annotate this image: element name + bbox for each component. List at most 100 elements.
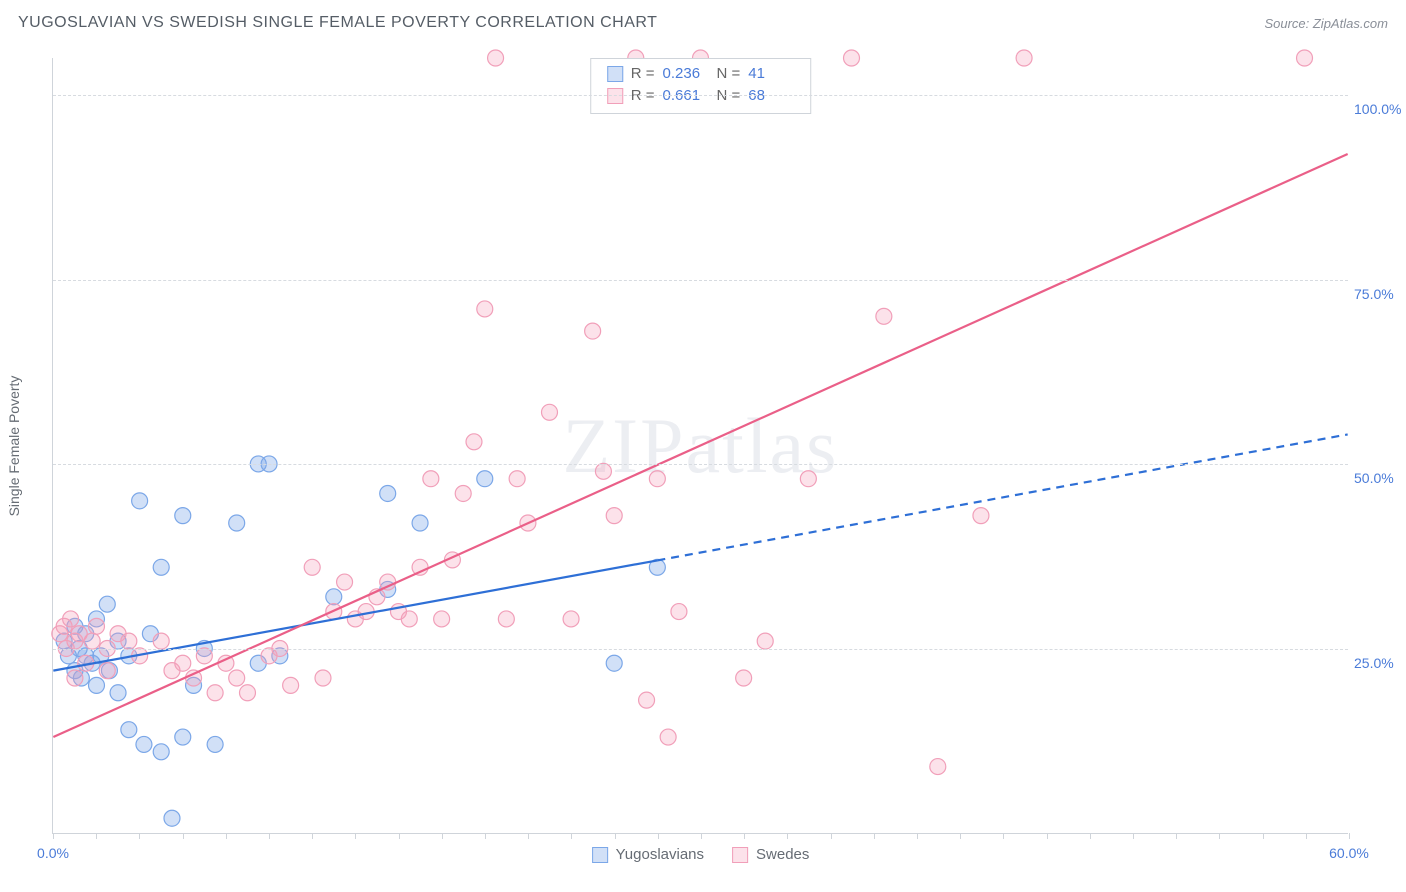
- xtick: [355, 833, 356, 839]
- xtick: [1306, 833, 1307, 839]
- scatter-point: [239, 685, 255, 701]
- xtick: [139, 833, 140, 839]
- scatter-point: [153, 744, 169, 760]
- xtick: [183, 833, 184, 839]
- n-label: N =: [717, 85, 741, 107]
- chart-header: YUGOSLAVIAN VS SWEDISH SINGLE FEMALE POV…: [0, 0, 1406, 46]
- stats-swatch-0: [607, 66, 623, 82]
- scatter-point: [563, 611, 579, 627]
- scatter-point: [639, 692, 655, 708]
- series-legend: Yugoslavians Swedes: [592, 846, 810, 863]
- n-label: N =: [717, 63, 741, 85]
- scatter-point: [649, 471, 665, 487]
- scatter-point: [164, 810, 180, 826]
- scatter-point: [498, 611, 514, 627]
- scatter-point: [606, 655, 622, 671]
- scatter-point: [84, 633, 100, 649]
- scatter-point: [660, 729, 676, 745]
- scatter-point: [380, 485, 396, 501]
- r-label: R =: [631, 63, 655, 85]
- xtick: [96, 833, 97, 839]
- scatter-point: [110, 685, 126, 701]
- xtick: [917, 833, 918, 839]
- xtick: [442, 833, 443, 839]
- scatter-point: [121, 722, 137, 738]
- stats-row-1: R = 0.661 N = 68: [607, 85, 795, 107]
- scatter-point: [930, 759, 946, 775]
- y-axis-label: Single Female Poverty: [6, 376, 22, 517]
- scatter-point: [595, 463, 611, 479]
- scatter-point: [844, 50, 860, 66]
- gridline-h: [53, 95, 1348, 96]
- scatter-point: [1297, 50, 1313, 66]
- scatter-point: [466, 434, 482, 450]
- scatter-point: [1016, 50, 1032, 66]
- xtick: [399, 833, 400, 839]
- ytick-label: 100.0%: [1354, 101, 1404, 117]
- ytick-label: 75.0%: [1354, 286, 1404, 302]
- scatter-point: [477, 471, 493, 487]
- legend-swatch-0: [592, 847, 608, 863]
- source-name: ZipAtlas.com: [1313, 16, 1388, 31]
- xtick-label: 60.0%: [1329, 845, 1369, 861]
- xtick: [874, 833, 875, 839]
- scatter-point: [88, 677, 104, 693]
- r-value-0: 0.236: [663, 63, 709, 85]
- xtick: [571, 833, 572, 839]
- scatter-point: [585, 323, 601, 339]
- legend-label-1: Swedes: [756, 846, 809, 863]
- scatter-point: [207, 685, 223, 701]
- ytick-label: 25.0%: [1354, 655, 1404, 671]
- scatter-point: [196, 648, 212, 664]
- xtick: [269, 833, 270, 839]
- r-label: R =: [631, 85, 655, 107]
- scatter-point: [326, 589, 342, 605]
- source-prefix: Source:: [1264, 16, 1312, 31]
- scatter-point: [455, 485, 471, 501]
- scatter-point: [304, 559, 320, 575]
- scatter-point: [175, 655, 191, 671]
- scatter-point: [973, 508, 989, 524]
- source-attribution: Source: ZipAtlas.com: [1264, 16, 1388, 31]
- xtick: [485, 833, 486, 839]
- scatter-point: [606, 508, 622, 524]
- gridline-h: [53, 464, 1348, 465]
- n-value-1: 68: [748, 85, 794, 107]
- scatter-point: [132, 493, 148, 509]
- scatter-point: [88, 618, 104, 634]
- xtick: [1003, 833, 1004, 839]
- scatter-point: [175, 729, 191, 745]
- gridline-h: [53, 280, 1348, 281]
- plot-svg: [53, 58, 1348, 833]
- scatter-point: [380, 574, 396, 590]
- scatter-point: [153, 633, 169, 649]
- scatter-point: [136, 736, 152, 752]
- xtick-label: 0.0%: [37, 845, 69, 861]
- legend-item-0: Yugoslavians: [592, 846, 704, 863]
- scatter-point: [99, 596, 115, 612]
- xtick: [701, 833, 702, 839]
- xtick: [1133, 833, 1134, 839]
- stats-row-0: R = 0.236 N = 41: [607, 63, 795, 85]
- scatter-point: [229, 670, 245, 686]
- scatter-point: [99, 663, 115, 679]
- legend-label-0: Yugoslavians: [616, 846, 704, 863]
- scatter-point: [800, 471, 816, 487]
- scatter-point: [671, 604, 687, 620]
- scatter-point: [509, 471, 525, 487]
- scatter-point: [229, 515, 245, 531]
- legend-swatch-1: [732, 847, 748, 863]
- scatter-point: [153, 559, 169, 575]
- scatter-point: [477, 301, 493, 317]
- plot-area: ZIPatlas R = 0.236 N = 41 R = 0.661 N = …: [52, 58, 1348, 834]
- n-value-0: 41: [748, 63, 794, 85]
- scatter-point: [401, 611, 417, 627]
- xtick: [53, 833, 54, 839]
- xtick: [960, 833, 961, 839]
- scatter-point: [757, 633, 773, 649]
- xtick: [615, 833, 616, 839]
- xtick: [787, 833, 788, 839]
- stats-swatch-1: [607, 88, 623, 104]
- xtick: [1176, 833, 1177, 839]
- scatter-point: [488, 50, 504, 66]
